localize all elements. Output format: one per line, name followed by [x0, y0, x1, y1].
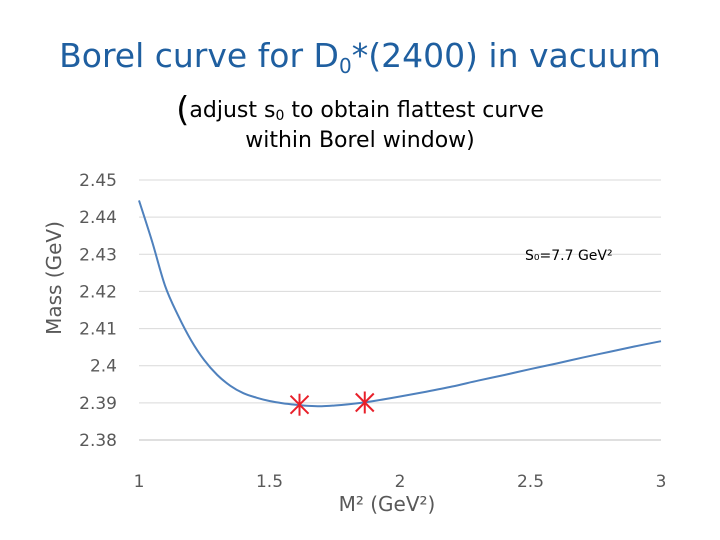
y-tick-label: 2.45	[79, 171, 117, 191]
x-tick-labels: 1 1.5 2 2.5 3	[134, 472, 667, 492]
x-axis-title: M² (GeV²)	[339, 492, 436, 516]
subtitle-line-1: (adjust s0 to obtain flattest curve	[0, 90, 720, 130]
y-tick-label: 2.43	[79, 245, 117, 265]
point-marker	[289, 393, 310, 416]
y-tick-label: 2.44	[79, 208, 117, 228]
x-tick-label: 1	[134, 472, 145, 492]
x-tick-label: 1.5	[256, 472, 283, 492]
subtitle-line1-a: adjust s	[189, 98, 276, 123]
title-main: Borel curve for D	[59, 36, 339, 75]
x-tick-label: 3	[656, 472, 667, 492]
y-tick-label: 2.38	[79, 431, 117, 451]
subtitle-line1-b: to obtain flattest curve	[284, 98, 544, 123]
x-tick-label: 2.5	[517, 472, 544, 492]
y-tick-label: 2.39	[79, 394, 117, 414]
grid-lines	[139, 179, 661, 441]
y-tick-label: 2.42	[79, 282, 117, 302]
markers	[289, 391, 375, 416]
title-subscript: 0	[338, 54, 352, 78]
chart-title: Borel curve for D0*(2400) in vacuum	[0, 36, 720, 78]
subtitle-subscript: 0	[275, 108, 285, 124]
s0-annotation: S₀=7.7 GeV²	[525, 248, 613, 264]
series-line	[138, 200, 662, 408]
subtitle-close-paren: )	[466, 128, 475, 153]
y-tick-labels: 2.38 2.39 2.4 2.41 2.42 2.43 2.44 2.45	[79, 171, 117, 451]
y-axis-title: Mass (GeV)	[42, 221, 66, 335]
subtitle-line-2: within Borel window)	[0, 128, 720, 153]
subtitle-line2-text: within Borel window	[245, 128, 467, 153]
y-tick-label: 2.4	[90, 357, 117, 377]
title-rest: *(2400) in vacuum	[351, 36, 661, 75]
x-tick-label: 2	[395, 472, 406, 492]
point-marker	[355, 391, 375, 414]
subtitle-open-paren: (	[176, 90, 190, 130]
y-tick-label: 2.41	[79, 320, 117, 340]
